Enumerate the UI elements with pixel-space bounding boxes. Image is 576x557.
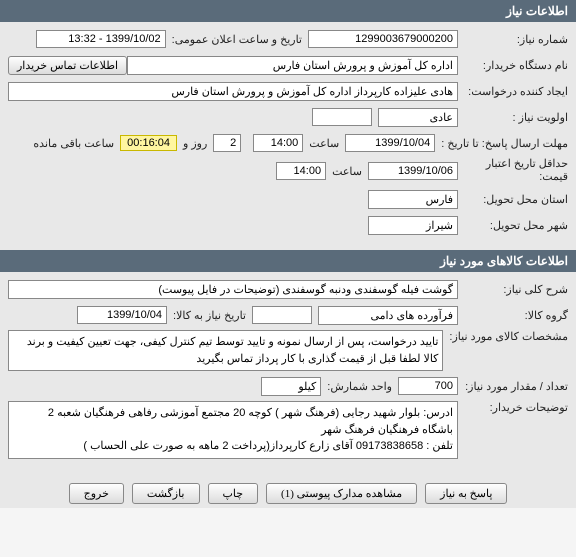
deadline-time-value: 14:00	[253, 134, 303, 152]
deadline-label: مهلت ارسال پاسخ: تا تاریخ :	[435, 137, 568, 150]
city-value: شیراز	[368, 216, 458, 235]
public-date-value: 1399/10/02 - 13:32	[36, 30, 166, 48]
section-header-goods-info: اطلاعات کالاهای مورد نیاز	[0, 250, 576, 272]
unit-value: کیلو	[261, 377, 321, 396]
days-label: روز و	[177, 137, 213, 150]
province-label: استان محل تحویل:	[458, 193, 568, 206]
city-label: شهر محل تحویل:	[458, 219, 568, 232]
exit-button[interactable]: خروج	[69, 483, 124, 504]
time-remaining-value: 00:16:04	[120, 135, 177, 151]
min-credit-date-value: 1399/10/06	[368, 162, 458, 180]
form-goods-info: شرح کلی نیاز: گوشت فیله گوسفندی ودنبه گو…	[0, 272, 576, 473]
deadline-date-value: 1399/10/04	[345, 134, 435, 152]
buyer-notes-label: توضیحات خریدار:	[458, 401, 568, 414]
section-header-need-info: اطلاعات نیاز	[0, 0, 576, 22]
group-value: فرآورده های دامی	[318, 306, 458, 325]
priority-empty	[312, 108, 372, 126]
contact-buyer-button[interactable]: اطلاعات تماس خریدار	[8, 56, 127, 75]
view-attachments-button[interactable]: مشاهده مدارک پیوستی (1)	[266, 483, 417, 504]
need-date-label: تاریخ نیاز به کالا:	[167, 309, 252, 322]
print-button[interactable]: چاپ	[208, 483, 259, 504]
qty-label: تعداد / مقدار مورد نیاز:	[458, 380, 568, 393]
days-value: 2	[213, 134, 241, 152]
form-need-info: شماره نیاز: 1299003679000200 تاریخ و ساع…	[0, 22, 576, 250]
qty-value: 700	[398, 377, 458, 395]
creator-label: ایجاد کننده درخواست:	[458, 85, 568, 98]
desc-value: گوشت فیله گوسفندی ودنبه گوسفندی (توضیحات…	[8, 280, 458, 299]
min-credit-label: حداقل تاریخ اعتبارقیمت:	[458, 158, 568, 184]
reply-button[interactable]: پاسخ به نیاز	[425, 483, 507, 504]
spec-value: تایید درخواست، پس از ارسال نمونه و تایید…	[8, 330, 443, 371]
creator-value: هادی علیزاده کارپرداز اداره کل آموزش و پ…	[8, 82, 458, 101]
priority-value: عادی	[378, 108, 458, 127]
spec-label: مشخصات کالای مورد نیاز:	[443, 330, 568, 343]
buyer-org-label: نام دستگاه خریدار:	[458, 59, 568, 72]
need-number-label: شماره نیاز:	[458, 33, 568, 46]
need-number-value: 1299003679000200	[308, 30, 458, 48]
province-value: فارس	[368, 190, 458, 209]
min-credit-time-label: ساعت	[326, 165, 368, 178]
group-empty	[252, 306, 312, 324]
time-remaining-label: ساعت باقی مانده	[27, 137, 120, 150]
unit-label: واحد شمارش:	[321, 380, 398, 393]
need-date-value: 1399/10/04	[77, 306, 167, 324]
back-button[interactable]: بازگشت	[132, 483, 200, 504]
deadline-time-label: ساعت	[303, 137, 345, 150]
priority-label: اولویت نیاز :	[458, 111, 568, 124]
group-label: گروه کالا:	[458, 309, 568, 322]
desc-label: شرح کلی نیاز:	[458, 283, 568, 296]
buyer-notes-value: ادرس: بلوار شهید رجایی (فرهنگ شهر ) کوچه…	[8, 401, 458, 459]
min-credit-time-value: 14:00	[276, 162, 326, 180]
public-date-label: تاریخ و ساعت اعلان عمومی:	[166, 33, 308, 46]
button-row: پاسخ به نیاز مشاهده مدارک پیوستی (1) چاپ…	[0, 473, 576, 508]
buyer-org-value: اداره کل آموزش و پرورش استان فارس	[127, 56, 458, 75]
